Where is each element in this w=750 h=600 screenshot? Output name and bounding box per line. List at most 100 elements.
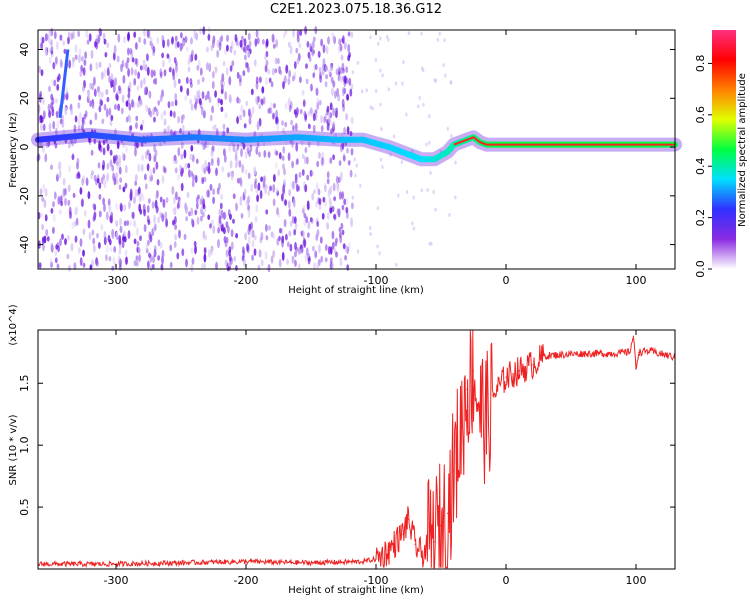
noise-speck: [454, 195, 457, 200]
noise-speck: [265, 184, 268, 190]
noise-speck: [133, 259, 137, 267]
noise-speck: [223, 227, 226, 235]
noise-speck: [291, 139, 294, 148]
noise-speck: [199, 67, 203, 76]
snr-point: [446, 512, 449, 514]
noise-speck: [305, 247, 309, 256]
noise-speck: [294, 250, 297, 258]
noise-speck: [228, 94, 232, 103]
noise-speck: [239, 39, 243, 48]
noise-speck: [293, 61, 297, 69]
noise-speck: [154, 77, 158, 86]
noise-speck: [349, 130, 353, 137]
noise-speck: [320, 38, 323, 47]
noise-speck: [250, 183, 254, 193]
noise-speck: [151, 201, 155, 209]
noise-speck: [42, 183, 46, 193]
noise-speck: [220, 35, 224, 42]
noise-speck: [306, 174, 310, 181]
noise-speck: [214, 90, 218, 98]
noise-speck: [53, 191, 57, 200]
noise-speck: [302, 237, 306, 247]
noise-speck: [100, 99, 103, 106]
noise-speck: [264, 64, 268, 72]
noise-speck: [157, 239, 161, 247]
noise-speck: [61, 233, 64, 240]
noise-speck: [197, 194, 200, 200]
noise-speck: [45, 229, 49, 237]
noise-speck: [110, 114, 114, 122]
noise-speck: [309, 43, 313, 50]
noise-speck: [216, 39, 220, 48]
noise-speck: [321, 212, 325, 220]
noise-speck: [313, 189, 316, 195]
noise-speck: [174, 92, 178, 102]
noise-speck: [124, 164, 128, 174]
noise-speck: [282, 127, 285, 134]
noise-speck: [426, 187, 429, 192]
noise-speck: [67, 36, 70, 45]
noise-speck: [200, 208, 203, 215]
noise-speck: [332, 107, 335, 117]
noise-speck: [133, 77, 137, 86]
noise-speck: [263, 175, 266, 182]
noise-speck: [307, 253, 310, 262]
noise-speck: [238, 98, 241, 104]
noise-speck: [208, 96, 212, 104]
noise-speck: [315, 201, 318, 208]
bottom-y-axis: 0.5 1.0 1.5: [18, 374, 675, 516]
noise-speck: [67, 234, 70, 241]
noise-speck: [144, 183, 148, 190]
noise-speck: [150, 69, 154, 79]
noise-speck: [224, 48, 227, 55]
noise-speck: [247, 32, 251, 41]
noise-speck: [297, 263, 301, 270]
noise-speck: [422, 102, 425, 107]
noise-speck: [52, 226, 55, 234]
noise-speck: [180, 182, 184, 192]
noise-speck: [148, 152, 152, 162]
noise-speck: [245, 100, 249, 107]
noise-speck: [236, 71, 240, 79]
noise-speck: [170, 128, 173, 137]
noise-speck: [96, 232, 99, 239]
noise-speck: [284, 102, 288, 110]
noise-speck: [171, 185, 175, 195]
noise-speck: [273, 174, 276, 183]
noise-speck: [434, 78, 438, 83]
noise-speck: [311, 40, 315, 49]
y-tick-label: 40: [18, 43, 31, 57]
noise-speck: [200, 215, 203, 222]
noise-speck: [294, 173, 298, 180]
noise-speck: [244, 232, 248, 241]
snr-point: [310, 562, 312, 564]
noise-speck: [256, 194, 259, 203]
noise-speck: [265, 76, 268, 86]
noise-speck: [102, 139, 106, 146]
noise-speck: [294, 222, 298, 229]
noise-speck: [99, 144, 103, 153]
noise-speck: [122, 141, 125, 148]
noise-speck: [268, 107, 271, 114]
noise-speck: [324, 257, 328, 263]
noise-speck: [115, 160, 119, 167]
noise-speck: [374, 58, 377, 62]
noise-speck: [166, 38, 170, 48]
noise-speck: [46, 236, 50, 242]
snr-point: [518, 370, 520, 372]
noise-speck: [281, 238, 284, 248]
noise-speck: [177, 196, 181, 203]
noise-speck: [145, 243, 149, 252]
noise-speck: [294, 122, 298, 132]
noise-speck: [256, 121, 260, 131]
colorbar-tick-label: 0.8: [694, 55, 707, 72]
noise-speck: [257, 264, 261, 271]
noise-speck: [229, 45, 233, 54]
noise-speck: [200, 195, 204, 205]
noise-speck: [56, 83, 60, 91]
noise-speck: [322, 58, 326, 66]
noise-speck: [159, 242, 163, 249]
noise-speck: [318, 244, 321, 254]
noise-speck: [231, 60, 235, 67]
noise-speck: [351, 202, 354, 210]
